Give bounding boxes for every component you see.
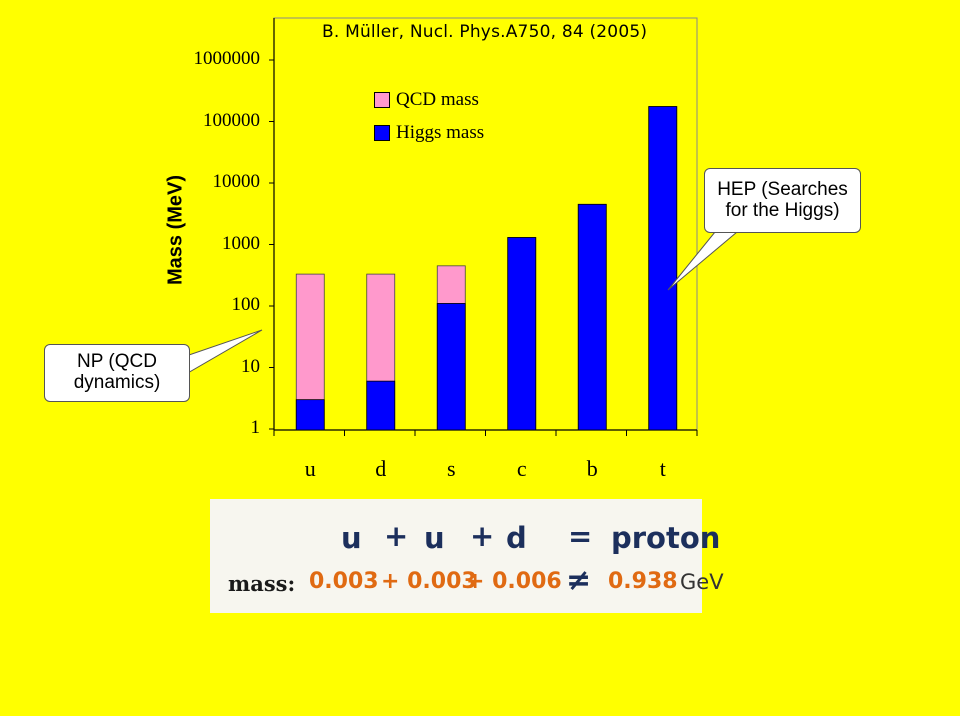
eq-u2: u xyxy=(424,521,445,555)
eq-u1: u xyxy=(341,521,362,555)
callout-np-line1: NP (QCD xyxy=(77,351,157,372)
callout-hep-line2: for the Higgs) xyxy=(725,200,840,221)
legend-swatch-qcd xyxy=(374,92,390,108)
x-tick-label: t xyxy=(659,456,666,481)
x-tick-label: b xyxy=(586,456,598,481)
eq-mass-proton: 0.938 xyxy=(608,569,678,594)
bar-higgs-t xyxy=(648,106,678,431)
legend-label-higgs: Higgs mass xyxy=(396,122,485,143)
x-tick-label: u xyxy=(304,456,316,481)
y-tick-label: 1000 xyxy=(222,232,260,254)
reference-citation: B. Müller, Nucl. Phys.A750, 84 (2005) xyxy=(322,22,648,42)
y-tick-label: 10 xyxy=(241,355,260,377)
legend-item-qcd: QCD mass xyxy=(374,89,479,111)
eq-unit-gev: GeV xyxy=(680,570,724,594)
y-tick-label: 1000000 xyxy=(193,48,261,69)
bar-higgs-u xyxy=(295,399,325,431)
legend-item-higgs: Higgs mass xyxy=(374,122,484,144)
x-tick-label: s xyxy=(446,456,456,481)
eq-mass-label: mass: xyxy=(228,571,296,596)
callout-hep-pointer xyxy=(667,231,739,291)
proton-mass-equation: u + u + d = proton mass: 0.003 + 0.003 +… xyxy=(210,499,720,613)
plot-frame xyxy=(273,17,698,431)
eq-proton: proton xyxy=(611,521,721,555)
x-tick-label: c xyxy=(516,456,527,481)
chart-bars xyxy=(295,106,678,431)
y-tick-label: 1 xyxy=(250,417,261,438)
legend-label-qcd: QCD mass xyxy=(396,89,479,110)
callout-hep-higgs: HEP (Searches for the Higgs) xyxy=(704,168,861,233)
y-tick-label: 100000 xyxy=(203,109,260,131)
callout-np-line2: dynamics) xyxy=(73,372,161,393)
not-equal-icon: ≠ xyxy=(566,563,592,598)
eq-plus2: + xyxy=(470,519,495,553)
eq-equals: = xyxy=(568,519,593,553)
chart-axes xyxy=(269,17,698,436)
bar-higgs-b xyxy=(577,203,607,431)
y-axis-label: Mass (MeV) xyxy=(164,174,187,286)
bar-higgs-s xyxy=(436,303,466,431)
eq-d: d xyxy=(506,521,527,555)
callout-hep-line1: HEP (Searches xyxy=(717,179,848,200)
y-tick-label: 10000 xyxy=(212,171,261,192)
eq-mass-u1: 0.003 xyxy=(309,569,379,594)
callout-np-qcd: NP (QCD dynamics) xyxy=(44,344,190,402)
legend-swatch-higgs xyxy=(374,125,390,141)
x-tick-label: d xyxy=(375,456,387,481)
bar-higgs-d xyxy=(366,380,396,431)
bar-higgs-c xyxy=(507,237,537,431)
eq-mass-u2: + 0.003 xyxy=(381,569,477,594)
y-tick-label: 100 xyxy=(231,294,261,315)
eq-mass-d: + 0.006 xyxy=(466,569,562,594)
eq-plus1: + xyxy=(384,519,409,553)
